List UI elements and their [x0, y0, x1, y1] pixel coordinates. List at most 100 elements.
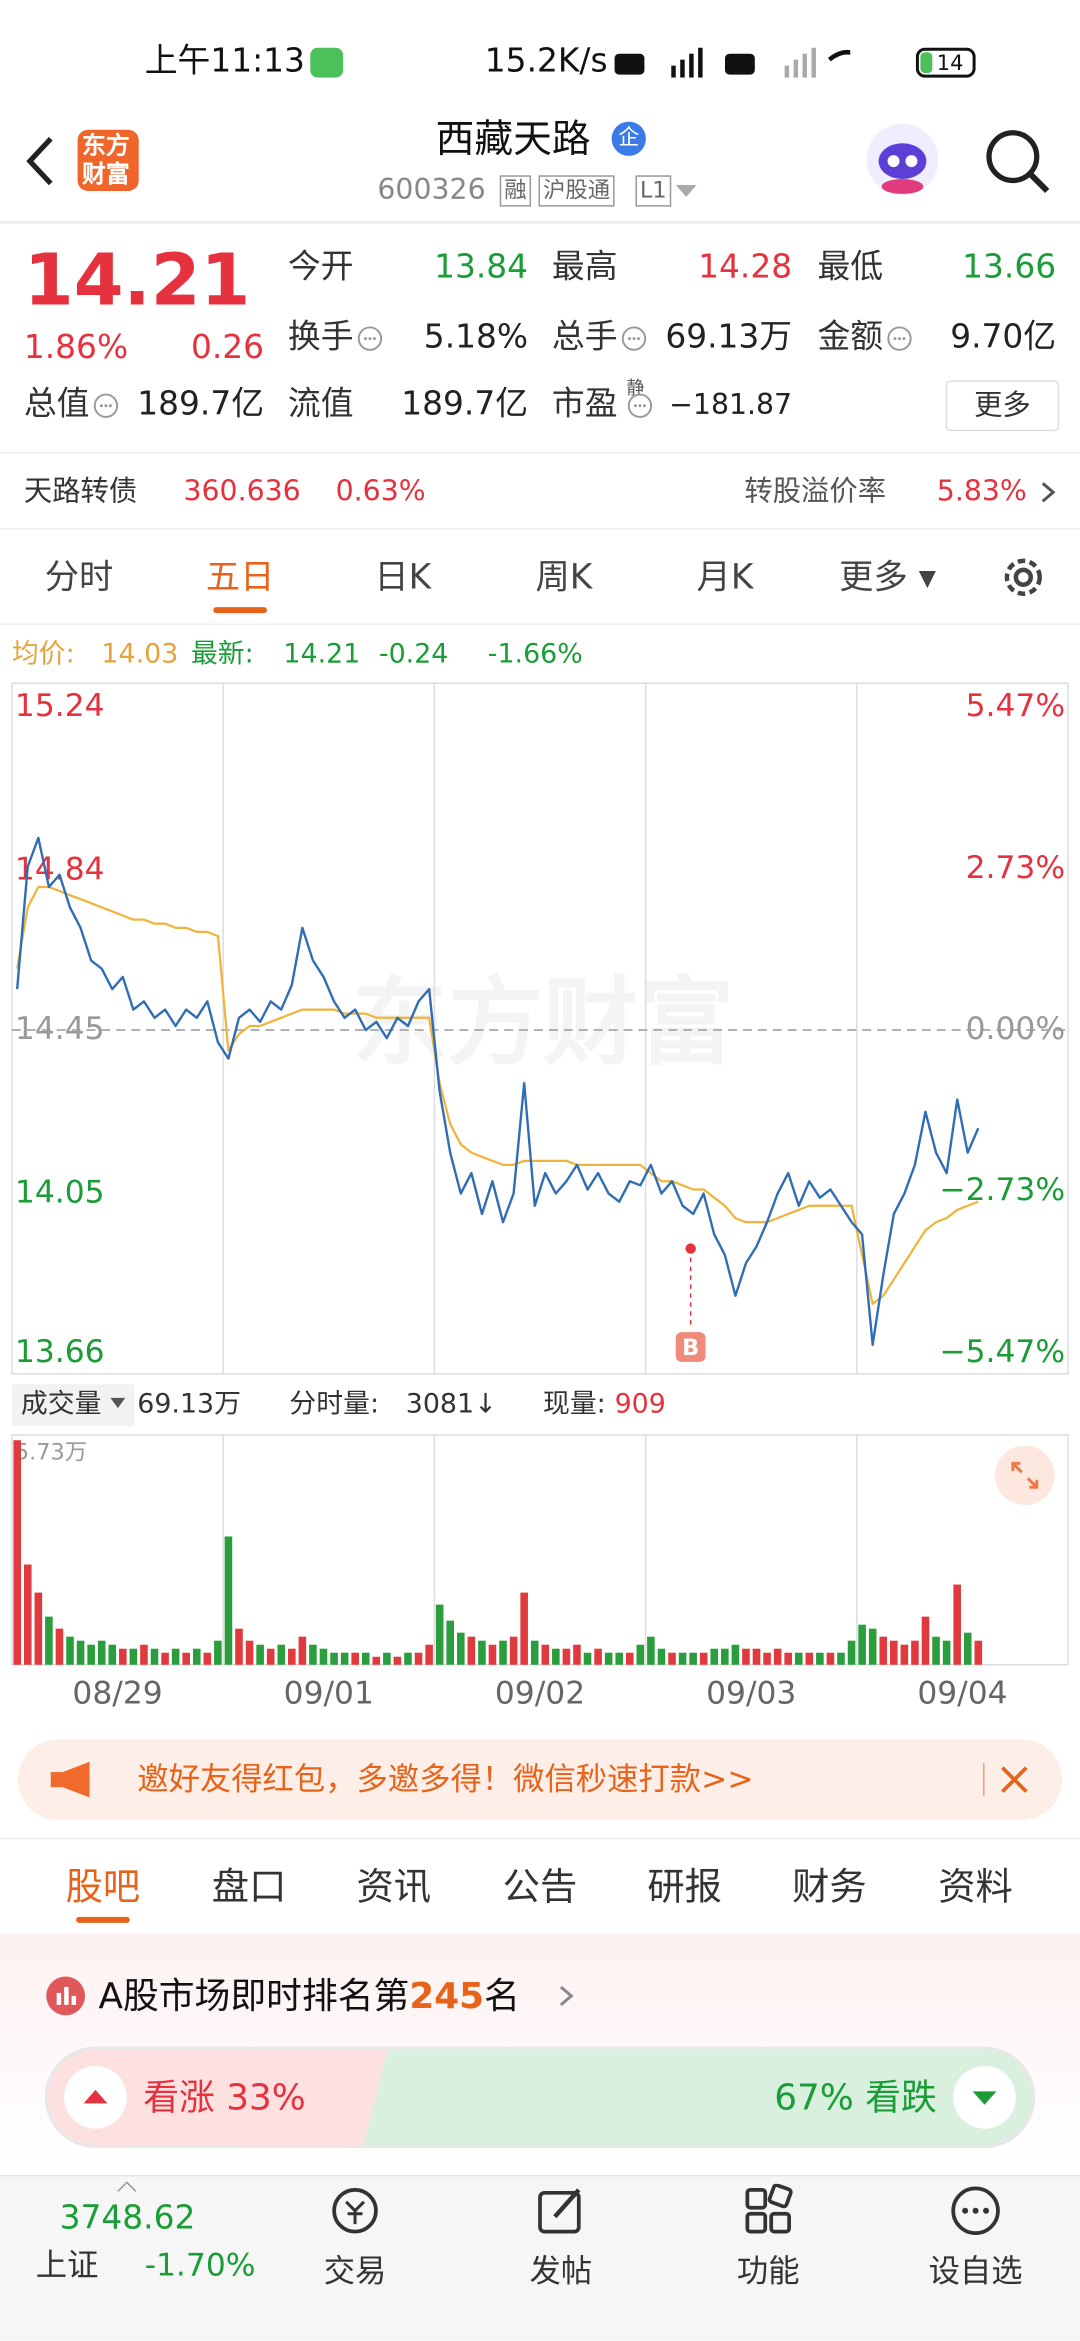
shape [99, 404, 103, 408]
info-icon[interactable] [357, 325, 384, 352]
badge: 企 [611, 121, 646, 156]
volume-bar [710, 1648, 719, 1665]
shape [104, 404, 108, 408]
volume-selector[interactable] [11, 1384, 135, 1427]
volume-bar [625, 1652, 634, 1665]
volume-chart: 5.73万 08/29 09/01 09/02 09/03 09/04 [11, 1434, 1069, 1712]
period-tab[interactable]: 更多 ▾ [839, 558, 936, 598]
divider [0, 220, 1080, 224]
info-icon[interactable] [92, 392, 119, 419]
shape [827, 49, 851, 62]
chevron[interactable] [1040, 480, 1058, 504]
change-pct: 1.86% [23, 329, 129, 367]
section-tab[interactable]: 资料 [938, 1865, 1013, 1909]
dropdown-arrow[interactable] [674, 182, 698, 200]
expand-button[interactable] [993, 1444, 1056, 1507]
volume-bar [868, 1628, 877, 1665]
shape [71, 1995, 77, 2005]
change: 0.26 [190, 329, 265, 367]
nav-label[interactable]: 发帖 [529, 2253, 593, 2290]
section-tab[interactable]: 股吧 [65, 1865, 141, 1909]
shape [1028, 172, 1050, 194]
volume-bar [520, 1592, 528, 1665]
section-tab[interactable]: 公告 [502, 1865, 578, 1909]
more-button[interactable]: 更多 [945, 380, 1060, 432]
info-icon[interactable] [627, 392, 654, 419]
avg-label: 均价: [11, 638, 75, 670]
rank-text: A股市场即时排名第245名 [98, 1978, 519, 2014]
nav-icon[interactable] [741, 2183, 795, 2238]
shape [887, 326, 912, 351]
stat-label: 换手 [287, 319, 354, 357]
shape [680, 59, 685, 78]
shape [553, 2188, 581, 2219]
bull-button[interactable] [63, 2065, 129, 2131]
back-button[interactable] [21, 134, 60, 188]
nav-icon[interactable] [949, 2184, 1003, 2238]
shape [878, 143, 927, 180]
settings-button[interactable] [996, 550, 1050, 604]
search-button[interactable] [982, 125, 1054, 197]
volume-bar [562, 1648, 571, 1665]
stat-value: −181.87 [669, 388, 793, 422]
period-tab[interactable]: 周K [535, 558, 593, 598]
volume-bar [963, 1632, 972, 1665]
x-tick-label: 09/04 [917, 1676, 1007, 1712]
close-button[interactable] [999, 1765, 1029, 1795]
section-tab[interactable]: 盘口 [211, 1865, 287, 1909]
volume-bar [150, 1648, 159, 1665]
section-tab[interactable]: 资讯 [356, 1865, 432, 1909]
shape [638, 404, 642, 408]
robot-avatar[interactable] [862, 119, 943, 200]
shape [363, 337, 367, 341]
shape [559, 1985, 574, 2006]
shape [689, 53, 694, 78]
down-arrow: ↓ [474, 1388, 497, 1421]
info-icon[interactable] [621, 325, 648, 352]
volume-bar [932, 1636, 940, 1665]
tag: 沪股通 [538, 175, 615, 207]
volume-bar [752, 1648, 761, 1665]
section-tab[interactable]: 研报 [647, 1865, 722, 1909]
tag: 融 [499, 175, 532, 207]
bear-label: 看跌 [865, 2076, 937, 2119]
volume-bar [351, 1652, 359, 1665]
info-icon[interactable] [886, 325, 913, 352]
shape [793, 59, 799, 78]
period-tab[interactable]: 五日 [205, 558, 275, 598]
period-tab[interactable]: 日K [374, 558, 432, 598]
period-tab[interactable]: 月K [696, 558, 754, 598]
volume-bar [731, 1644, 740, 1665]
last-pct: -1.66% [487, 638, 583, 670]
nav-label[interactable]: 功能 [736, 2253, 800, 2290]
volume-bar [541, 1644, 550, 1665]
shape [628, 337, 631, 341]
nav-icon[interactable] [534, 2184, 588, 2238]
price: 14.21 [23, 238, 251, 323]
shape [784, 65, 790, 78]
volume-bar [805, 1652, 814, 1665]
section-tab[interactable]: 财务 [792, 1865, 867, 1909]
nav-label[interactable]: 交易 [323, 2253, 387, 2290]
bear-button[interactable] [952, 2065, 1018, 2131]
shape [994, 1445, 1055, 1506]
battery-level [920, 52, 933, 74]
shape [972, 2207, 979, 2214]
divider [0, 623, 1080, 626]
volume-bar [615, 1652, 623, 1665]
separator [983, 1763, 985, 1797]
nav-label[interactable]: 设自选 [928, 2253, 1023, 2290]
app-logo: 东方 财富 [77, 129, 139, 191]
chevron[interactable] [558, 1984, 576, 2008]
promo-banner[interactable]: 邀好友得红包，多邀多得！微信秒速打款>> [17, 1739, 1063, 1820]
nav-icon[interactable] [328, 2184, 382, 2238]
volume-bar [858, 1624, 866, 1665]
volume-bar [55, 1628, 64, 1665]
volume-bar [604, 1652, 613, 1665]
volume-bar [224, 1536, 233, 1665]
period-tab[interactable]: 分时 [44, 558, 114, 598]
volume-bar [446, 1620, 455, 1665]
status-time: 上午11:13 [144, 43, 305, 81]
index-name: 上证 [35, 2247, 99, 2284]
index-value[interactable]: 3748.62 [59, 2200, 196, 2238]
